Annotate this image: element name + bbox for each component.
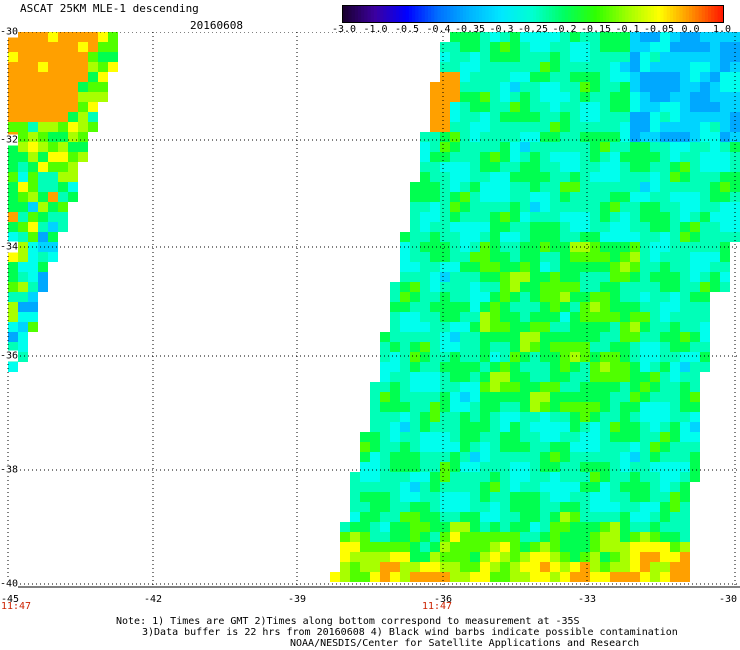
lat-label-30: -30 [0,26,19,38]
wind-cells [8,32,740,582]
lat-label-40: -40 [0,578,19,590]
lon-label-45: -45 [0,594,20,605]
lon-label-39: -39 [287,594,307,605]
colorbar-tick-label: -0.35 [454,24,486,35]
product-title: ASCAT 25KM MLE-1 descending [20,2,199,15]
colorbar-tick-label: -0.15 [580,24,612,35]
colorbar-tick-label: -0.05 [643,24,675,35]
swath-map [0,32,740,588]
colorbar-tick-label: -3.0 [331,24,357,35]
colorbar-tick-label: 1.0 [712,24,732,35]
colorbar-tick-label: -0.2 [552,24,577,35]
lat-lon-grid [0,32,740,588]
lat-label-34: -34 [0,241,19,253]
lon-label-36: -36 [433,594,453,605]
colorbar-tick-label: 0.0 [681,24,700,35]
note-line-3: NOAA/NESDIS/Center for Satellite Applica… [290,638,640,649]
lat-label-38: -38 [0,464,19,476]
note-line-1: Note: 1) Times are GMT 2)Times along bot… [116,616,580,627]
lon-label-30: -30 [718,594,738,605]
lon-label-42: -42 [143,594,163,605]
colorbar-tick-label: -0.3 [489,24,514,35]
lat-label-32: -32 [0,134,19,146]
lon-label-33: -33 [577,594,597,605]
colorbar [342,5,724,23]
note-line-2: 3)Data buffer is 22 hrs from 20160608 4)… [142,627,678,638]
colorbar-tick-label: -0.1 [615,24,640,35]
time-label-right: 11:47 [421,601,453,612]
colorbar-tick-label: -0.4 [426,24,451,35]
time-label-left: 11:47 [0,601,32,612]
colorbar-tick-label: -0.5 [394,24,420,35]
lat-label-36: -36 [0,350,19,362]
product-date: 20160608 [190,19,243,32]
colorbar-tick-label: -0.25 [517,24,549,35]
colorbar-tick-label: -1.0 [363,24,388,35]
